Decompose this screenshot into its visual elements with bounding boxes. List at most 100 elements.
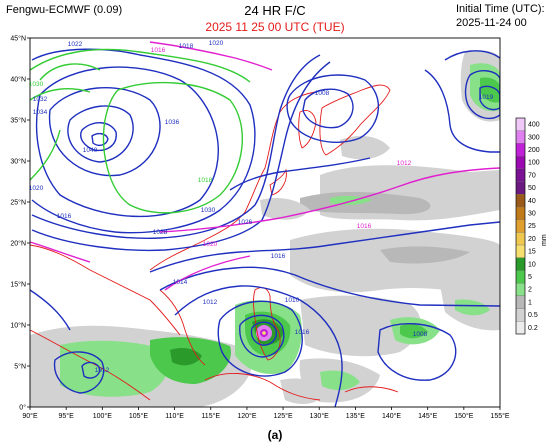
coastline [30, 244, 181, 336]
isobar [286, 74, 380, 144]
rain-area [340, 135, 390, 160]
lon-tick-label: 105°E [129, 412, 148, 420]
map-frame [29, 37, 501, 408]
rain-area [170, 348, 202, 366]
reference-1016-contours [30, 41, 500, 291]
lon-tick-label: 130°E [310, 412, 329, 420]
lat-tick-label: 0° [19, 404, 26, 412]
colorbar-swatch [515, 308, 526, 322]
colorbar-swatch [515, 283, 526, 297]
isobar [31, 61, 331, 252]
valid-time: 2025 11 25 00 UTC (TUE) [205, 20, 345, 34]
colorbar-label: 70 [528, 172, 536, 179]
isobar-label: 1016 [57, 213, 72, 220]
lon-tick-label: 125°E [273, 412, 292, 420]
isobar-label: 1018 [198, 177, 213, 184]
colorbar-swatch [515, 130, 526, 144]
isobar-label: 1030 [201, 207, 216, 214]
lon-tick-label: 120°E [237, 412, 256, 420]
high-contour [30, 88, 91, 101]
lon-tick-label: 100°E [93, 412, 112, 420]
colorbar-label: 30 [528, 210, 536, 217]
high-pressure-contours [30, 48, 251, 214]
rain-area [380, 246, 470, 264]
lat-tick-label: 45°N [10, 35, 26, 43]
rain-area [60, 340, 169, 397]
figure-caption: (a) [267, 428, 283, 442]
isobar-label: 1016 [357, 223, 372, 230]
isobar [35, 66, 219, 218]
isobar [217, 300, 303, 377]
isobar [81, 361, 101, 379]
isobar [80, 122, 117, 152]
coastline [159, 289, 206, 366]
lon-tick-label: 150°E [454, 412, 473, 420]
isobar [149, 221, 500, 273]
coastline-island [269, 168, 287, 196]
forecast-hour: 24 HR F/C [244, 3, 306, 18]
init-time-value: 2025-11-24 00 [456, 17, 527, 29]
rain-area [480, 77, 500, 103]
isobar [159, 266, 500, 307]
high-contour [30, 48, 251, 83]
colorbar-swatch [515, 232, 526, 246]
isobar-label: 1034 [33, 109, 48, 116]
isobar-label: 1012 [397, 160, 412, 167]
longitude-axis: 90°E 95°E 100°E 105°E 110°E 115°E 120°E 125°E 13… [22, 407, 510, 420]
colorbar-label: 20 [528, 236, 536, 243]
rain-area [290, 228, 500, 300]
lat-tick-label: 15°N [10, 281, 26, 289]
colorbar-swatch [515, 244, 526, 258]
rain-area [455, 299, 490, 316]
isobar [91, 132, 109, 147]
isobar-1016 [159, 167, 500, 233]
isobar [53, 351, 105, 394]
colorbar-unit: mm [541, 234, 548, 246]
isobar-label: 1036 [165, 119, 180, 126]
lon-tick-label: 145°E [418, 412, 437, 420]
isobar [377, 322, 457, 381]
isobar [174, 285, 343, 407]
colorbar-label: 400 [528, 122, 540, 129]
isobar-1016 [164, 255, 251, 291]
colorbar-label: 1 [528, 299, 532, 306]
colorbar-label: 5 [528, 274, 532, 281]
isobar-label: 1026 [238, 219, 253, 226]
lon-tick-label: 110°E [165, 412, 184, 420]
isobar-label: 1012 [203, 299, 218, 306]
rain-area [400, 324, 428, 339]
isobar-label: 1032 [33, 96, 48, 103]
isobar [464, 70, 500, 120]
colorbar-label: 15 [528, 249, 536, 256]
colorbar-frame [515, 117, 526, 335]
isobar [250, 321, 277, 346]
isobars [30, 48, 500, 407]
colorbar-label: 40 [528, 198, 536, 205]
isobar-label: 1016 [151, 47, 166, 54]
colorbar-label: 100 [528, 160, 540, 167]
lat-tick-label: 25°N [10, 199, 26, 207]
isobar-label: 1028 [153, 229, 168, 236]
lat-tick-label: 40°N [10, 76, 26, 84]
model-name: Fengwu-ECMWF (0.09) [6, 4, 123, 16]
isobar-label: 1018 [179, 43, 194, 50]
isobar [229, 157, 371, 191]
colorbar-swatch [515, 321, 526, 335]
isobar-label: 1010 [285, 297, 300, 304]
colorbar-swatch [515, 270, 526, 284]
isobar-label: 1016 [295, 329, 310, 336]
lon-tick-label: 115°E [201, 412, 220, 420]
high-contour [30, 129, 61, 181]
isobar [479, 85, 500, 111]
isobar-1016 [149, 41, 273, 71]
isobar [31, 54, 321, 239]
lat-tick-label: 20°N [10, 240, 26, 248]
init-time-label: Initial Time (UTC): [456, 3, 545, 15]
rain-core [262, 331, 266, 335]
colorbar-swatch [515, 295, 526, 309]
rain-area [300, 295, 421, 357]
high-contour [102, 81, 243, 214]
coastline [344, 386, 399, 393]
coastline [204, 372, 321, 401]
coastline-korea [298, 110, 317, 149]
